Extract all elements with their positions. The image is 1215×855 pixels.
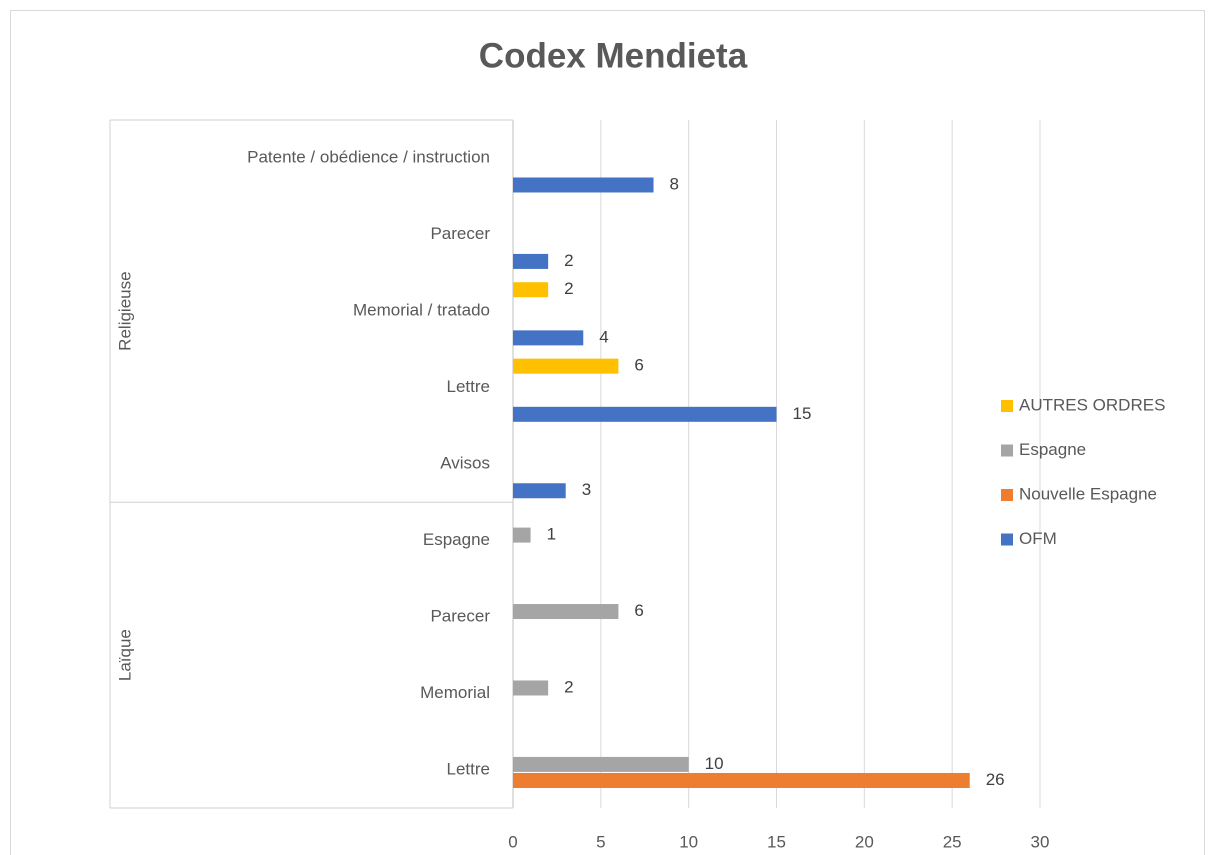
data-label: 6 [634, 356, 643, 375]
legend-swatch [1001, 400, 1013, 412]
x-tick-label: 15 [767, 832, 786, 851]
chart-frame [10, 10, 1205, 855]
bar [513, 406, 777, 422]
bar [513, 756, 689, 772]
data-label: 6 [634, 601, 643, 620]
bar [513, 358, 619, 374]
bar [513, 680, 549, 696]
legend-label: OFM [1019, 529, 1057, 548]
group-label: Laïque [115, 629, 134, 681]
chart-title: Codex Mendieta [479, 36, 748, 75]
data-label: 15 [793, 404, 812, 423]
y-tick-label: Espagne [423, 530, 490, 549]
x-tick-label: 0 [508, 832, 517, 851]
y-tick-label: Memorial [420, 683, 490, 702]
y-tick-label: Lettre [447, 759, 490, 778]
bar [513, 527, 531, 543]
bar [513, 253, 549, 269]
data-label: 2 [564, 279, 573, 298]
x-tick-label: 10 [679, 832, 698, 851]
x-tick-label: 5 [596, 832, 605, 851]
y-tick-label: Parecer [430, 606, 490, 625]
data-label: 3 [582, 480, 591, 499]
legend-swatch [1001, 533, 1013, 546]
bar [513, 282, 549, 298]
data-label: 2 [564, 677, 573, 696]
x-tick-label: 30 [1031, 832, 1050, 851]
data-label: 26 [986, 770, 1005, 789]
y-tick-label: Patente / obédience / instruction [247, 148, 490, 167]
data-label: 8 [670, 174, 679, 193]
bar [513, 772, 970, 788]
x-tick-label: 20 [855, 832, 874, 851]
bar [513, 177, 654, 193]
data-label: 2 [564, 251, 573, 270]
legend-label: Nouvelle Espagne [1019, 484, 1157, 503]
legend-swatch [1001, 489, 1013, 501]
data-label: 4 [599, 327, 608, 346]
bar [513, 483, 566, 499]
y-tick-label: Memorial / tratado [353, 301, 490, 320]
x-tick-label: 25 [943, 832, 962, 851]
legend-label: AUTRES ORDRES [1019, 395, 1165, 414]
data-label: 10 [705, 754, 724, 773]
group-label: Religieuse [115, 271, 134, 350]
bar [513, 604, 619, 620]
y-tick-label: Lettre [447, 377, 490, 396]
legend-swatch [1001, 444, 1013, 457]
data-label: 1 [547, 525, 556, 544]
y-tick-label: Parecer [430, 224, 490, 243]
y-tick-label: Avisos [440, 453, 490, 472]
legend-label: Espagne [1019, 440, 1086, 459]
bar [513, 330, 584, 346]
